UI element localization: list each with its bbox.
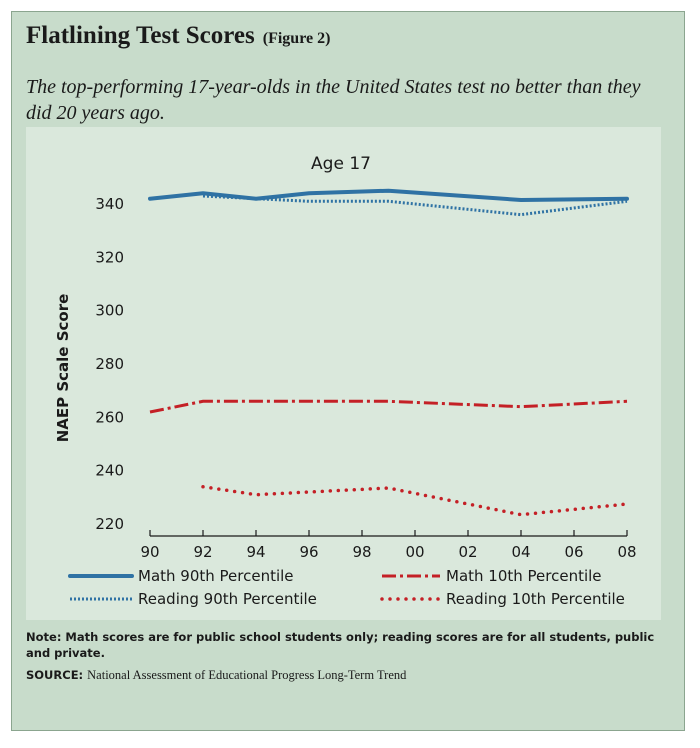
chart-title: Age 17 bbox=[311, 154, 371, 174]
y-tick-label: 220 bbox=[95, 515, 124, 533]
x-axis: 90 92 94 96 98 00 02 04 06 08 bbox=[140, 530, 637, 561]
y-tick-label: 280 bbox=[95, 355, 124, 373]
y-tick-label: 340 bbox=[95, 195, 124, 213]
x-tick-label: 00 bbox=[405, 543, 424, 561]
y-tick-label: 260 bbox=[95, 408, 124, 426]
y-tick-label: 320 bbox=[95, 248, 124, 266]
x-tick-label: 02 bbox=[458, 543, 477, 561]
y-tick-label: 300 bbox=[95, 302, 124, 320]
x-tick-label: 94 bbox=[246, 543, 265, 561]
x-tick-label: 90 bbox=[140, 543, 159, 561]
legend: Math 90th Percentile Math 10th Percentile… bbox=[68, 567, 625, 608]
x-tick-label: 06 bbox=[564, 543, 583, 561]
x-tick-label: 92 bbox=[193, 543, 212, 561]
figure-title: Flatlining Test Scores (Figure 2) bbox=[26, 22, 330, 50]
y-tick-label: 240 bbox=[95, 462, 124, 480]
series-lines bbox=[148, 188, 629, 517]
x-tick-label: 96 bbox=[299, 543, 318, 561]
source-text: National Assessment of Educational Progr… bbox=[87, 668, 407, 682]
x-tick-label: 04 bbox=[511, 543, 530, 561]
x-tick-label: 98 bbox=[352, 543, 371, 561]
figure-title-text: Flatlining Test Scores bbox=[26, 22, 255, 49]
legend-label: Math 10th Percentile bbox=[446, 567, 602, 585]
series-line bbox=[148, 188, 629, 202]
source-label: SOURCE: bbox=[26, 668, 84, 682]
y-axis: 220 240 260 280 300 320 340 bbox=[95, 195, 124, 533]
x-tick-label: 08 bbox=[617, 543, 636, 561]
figure-subtitle: The top-performing 17-year-olds in the U… bbox=[26, 76, 641, 124]
legend-label: Reading 10th Percentile bbox=[446, 590, 625, 608]
y-axis-label: NAEP Scale Score bbox=[54, 294, 72, 443]
figure-note: Note: Math scores are for public school … bbox=[26, 630, 655, 660]
figure-source: SOURCE: National Assessment of Educationa… bbox=[26, 668, 656, 683]
figure-label: (Figure 2) bbox=[262, 30, 331, 47]
series-line bbox=[201, 484, 629, 517]
series-line bbox=[149, 399, 628, 414]
legend-label: Reading 90th Percentile bbox=[138, 590, 317, 608]
series-line bbox=[202, 194, 628, 217]
legend-label: Math 90th Percentile bbox=[138, 567, 294, 585]
